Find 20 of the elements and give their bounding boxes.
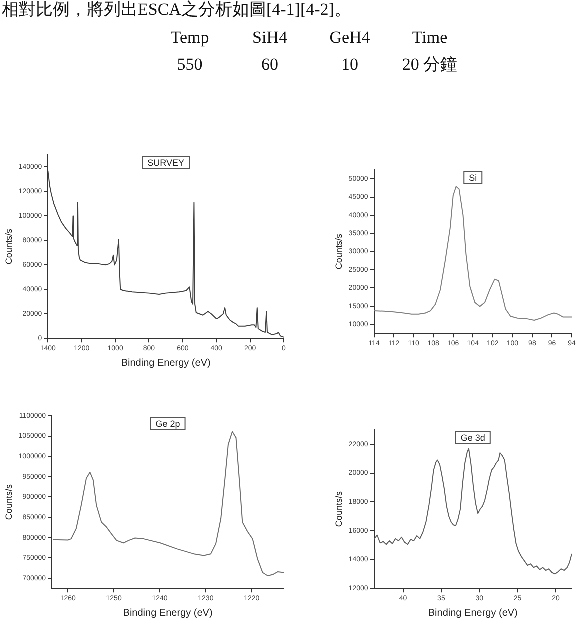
y-axis-title: Counts/s bbox=[4, 228, 14, 265]
text: 10 bbox=[340, 54, 360, 76]
text: Temp bbox=[170, 27, 210, 49]
x-axis-title: Binding Energy (eV) bbox=[428, 608, 518, 619]
x-axis-title: Binding Energy (eV) bbox=[123, 608, 213, 619]
text: Time bbox=[411, 27, 449, 49]
text: GeH4 bbox=[328, 27, 372, 49]
chart-title: Si bbox=[469, 172, 478, 183]
y-axis-title: Counts/s bbox=[334, 491, 344, 528]
y-axis-title: Counts/s bbox=[334, 234, 344, 270]
text: 20 分鐘 bbox=[401, 54, 459, 76]
chart-title: Ge 2p bbox=[156, 418, 180, 429]
chart-title: Ge 3d bbox=[460, 432, 486, 443]
text: 550 bbox=[176, 54, 204, 76]
text: 60 bbox=[260, 54, 280, 76]
y-axis-title: Counts/s bbox=[4, 484, 14, 520]
text: 相對比例，將列出ESCA之分析如圖[4-1][4-2]。 bbox=[2, 0, 352, 20]
text: SiH4 bbox=[252, 27, 288, 49]
x-axis-title: Binding Energy (eV) bbox=[121, 358, 211, 369]
chart-title: SURVEY bbox=[148, 158, 185, 168]
